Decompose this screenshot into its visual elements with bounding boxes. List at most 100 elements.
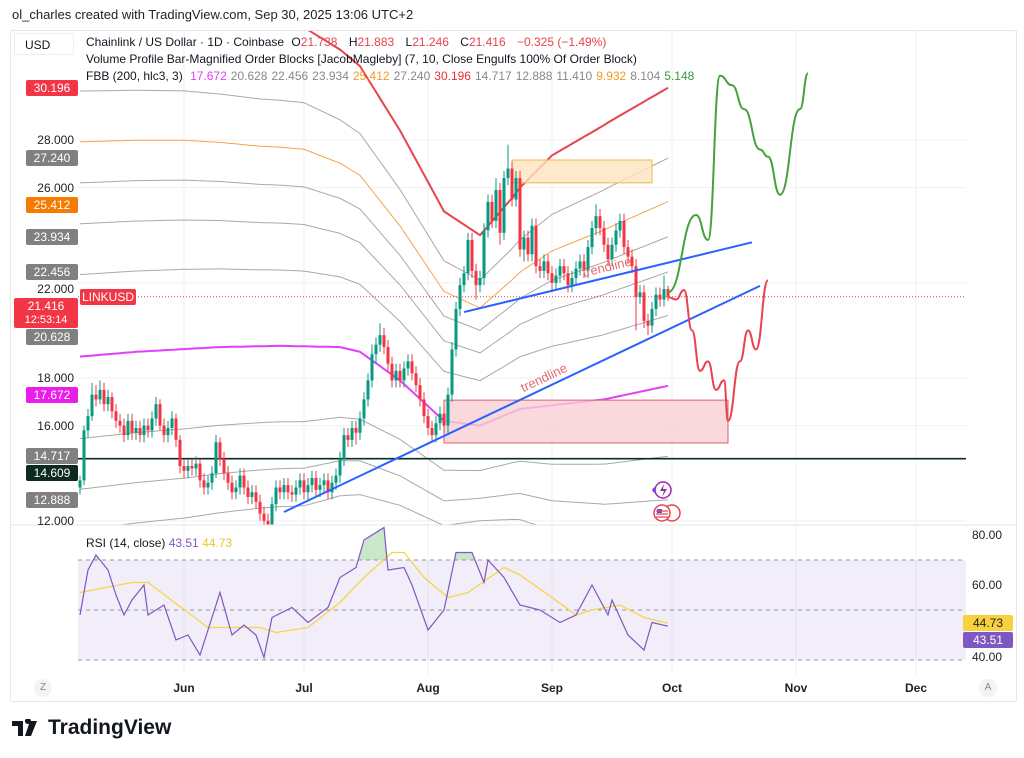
candle-body[interactable] — [210, 473, 214, 483]
candle-body[interactable] — [258, 501, 262, 514]
candle-body[interactable] — [106, 397, 110, 405]
candle-body[interactable] — [386, 347, 390, 364]
candle-body[interactable] — [302, 480, 306, 493]
candle-body[interactable] — [254, 492, 258, 502]
candle-body[interactable] — [174, 418, 178, 440]
candle-body[interactable] — [514, 178, 518, 200]
candle-body[interactable] — [150, 418, 154, 431]
trendline[interactable] — [463, 241, 753, 314]
candle-body[interactable] — [222, 458, 226, 474]
candle-body[interactable] — [146, 425, 150, 431]
candle-body[interactable] — [82, 430, 86, 481]
candle-body[interactable] — [606, 244, 610, 259]
candle-body[interactable] — [630, 256, 634, 267]
candle-body[interactable] — [162, 425, 166, 436]
candle-body[interactable] — [474, 270, 478, 286]
candle-body[interactable] — [190, 466, 194, 469]
candle-body[interactable] — [458, 285, 462, 309]
candle-body[interactable] — [226, 473, 230, 483]
candle-body[interactable] — [622, 220, 626, 248]
trendline[interactable] — [283, 284, 761, 513]
projection-path[interactable] — [667, 279, 769, 422]
candle-body[interactable] — [658, 294, 662, 300]
candle-body[interactable] — [402, 368, 406, 381]
candle-body[interactable] — [194, 463, 198, 469]
candle-body[interactable] — [522, 237, 526, 250]
candle-body[interactable] — [90, 394, 94, 417]
candle-body[interactable] — [482, 230, 486, 279]
candle-body[interactable] — [354, 427, 358, 433]
candle-body[interactable] — [646, 320, 650, 326]
candle-body[interactable] — [114, 411, 118, 421]
candle-body[interactable] — [490, 201, 494, 221]
candle-body[interactable] — [278, 487, 282, 493]
candle-body[interactable] — [322, 480, 326, 486]
candle-body[interactable] — [566, 273, 570, 286]
candle-body[interactable] — [358, 418, 362, 433]
candle-body[interactable] — [626, 247, 630, 257]
candle-body[interactable] — [378, 335, 382, 345]
candle-body[interactable] — [290, 492, 294, 495]
candle-body[interactable] — [534, 225, 538, 267]
candle-body[interactable] — [182, 466, 186, 471]
candle-body[interactable] — [546, 261, 550, 274]
candle-body[interactable] — [450, 349, 454, 395]
candle-body[interactable] — [614, 230, 618, 245]
candle-body[interactable] — [466, 239, 470, 274]
bearish-order-block[interactable] — [511, 159, 653, 184]
candle-body[interactable] — [238, 475, 242, 488]
candle-body[interactable] — [298, 480, 302, 488]
candle-body[interactable] — [590, 228, 594, 248]
candle-body[interactable] — [110, 397, 114, 412]
candle-body[interactable] — [366, 380, 370, 400]
rsi-legend[interactable]: RSI (14, close) 43.51 44.73 — [86, 536, 232, 550]
candle-body[interactable] — [634, 266, 638, 298]
currency-selector[interactable]: USD — [14, 33, 74, 55]
candle-body[interactable] — [398, 370, 402, 381]
candle-body[interactable] — [142, 425, 146, 436]
candle-body[interactable] — [270, 504, 274, 525]
tradingview-logo[interactable]: TradingView — [12, 716, 171, 740]
candle-body[interactable] — [170, 418, 174, 428]
candle-body[interactable] — [446, 394, 450, 426]
candle-body[interactable] — [578, 261, 582, 269]
candle-body[interactable] — [506, 168, 510, 179]
candle-body[interactable] — [498, 189, 502, 233]
candle-body[interactable] — [346, 435, 350, 440]
candle-body[interactable] — [526, 237, 530, 255]
candle-body[interactable] — [342, 435, 346, 459]
candle-body[interactable] — [442, 413, 446, 426]
candle-body[interactable] — [374, 344, 378, 355]
candle-body[interactable] — [134, 427, 138, 433]
candle-body[interactable] — [166, 427, 170, 436]
candle-body[interactable] — [390, 363, 394, 381]
candle-body[interactable] — [126, 420, 130, 436]
candle-body[interactable] — [326, 480, 330, 493]
candle-body[interactable] — [602, 228, 606, 245]
candle-body[interactable] — [454, 308, 458, 350]
candle-body[interactable] — [370, 354, 374, 381]
candle-body[interactable] — [650, 308, 654, 326]
candle-body[interactable] — [202, 480, 206, 488]
candle-body[interactable] — [318, 485, 322, 490]
candle-body[interactable] — [594, 216, 598, 229]
candle-body[interactable] — [310, 477, 314, 486]
candle-body[interactable] — [406, 361, 410, 369]
candle-body[interactable] — [462, 273, 466, 286]
candle-body[interactable] — [266, 520, 270, 526]
candle-body[interactable] — [494, 189, 498, 221]
candle-body[interactable] — [158, 404, 162, 426]
candle-body[interactable] — [118, 420, 122, 426]
indicator-fbb-legend[interactable]: FBB (200, hlc3, 3) 17.672 20.628 22.456 23.… — [86, 69, 698, 83]
candle-body[interactable] — [330, 482, 334, 493]
indicator-order-blocks-legend[interactable]: Volume Profile Bar-Magnified Order Block… — [86, 52, 637, 66]
event-icons[interactable] — [652, 481, 681, 522]
candle-body[interactable] — [562, 266, 566, 274]
candle-body[interactable] — [418, 385, 422, 400]
candle-body[interactable] — [138, 427, 142, 436]
candle-body[interactable] — [574, 268, 578, 279]
candle-body[interactable] — [642, 292, 646, 321]
candle-body[interactable] — [598, 216, 602, 229]
candle-body[interactable] — [470, 239, 474, 271]
candle-body[interactable] — [586, 247, 590, 271]
